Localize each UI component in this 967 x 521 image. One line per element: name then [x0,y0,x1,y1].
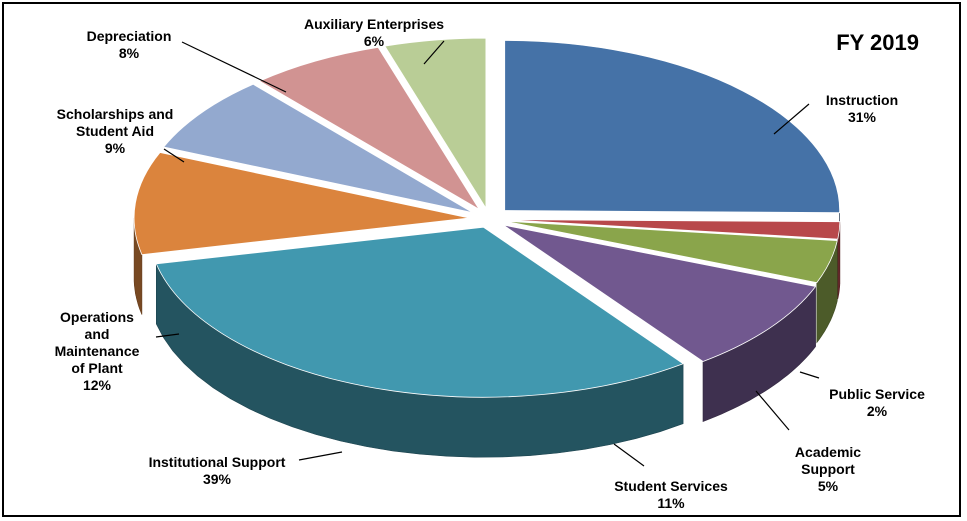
slice-label-5: Operations and Maintenance of Plant 12% [55,309,140,394]
slice-name-8-0: Auxiliary Enterprises [303,16,445,32]
slice-name-5-0: Operations [60,309,134,325]
pie-chart [133,37,841,467]
slice-pct-4: 39% [202,471,232,487]
slice-pct-7: 8% [118,45,140,61]
slice-pct-8: 6% [363,33,385,49]
leader-line-7 [181,41,287,93]
slice-4 [155,226,684,398]
slice-name-6-1: Student Aid [75,123,155,139]
slice-name-4-0: Institutional Support [148,454,286,470]
slice-label-0: Instruction 31% [826,92,898,126]
slice-pct-3: 11% [657,495,685,511]
leader-line-8 [423,40,445,65]
slice-8 [384,37,487,210]
slice-name-5-1: and [84,326,110,342]
slice-label-2: Academic Support 5% [795,444,861,495]
slice-name-0-0: Instruction [825,92,899,108]
slice-3 [503,224,817,362]
leader-line-3 [613,443,645,467]
slice-pct-1: 2% [866,403,888,419]
leader-line-2 [755,390,790,431]
slice-pct-0: 31% [847,109,877,125]
slice-0 [504,40,841,214]
leader-line-6 [163,148,185,163]
slice-pct-6: 9% [104,140,126,156]
chart-title: FY 2019 [836,30,919,55]
slice-pct-2: 5% [817,478,839,494]
slice-label-6: Scholarships and Student Aid 9% [57,106,174,157]
slice-5 [133,152,470,256]
slice-name-2-1: Support [801,461,855,477]
slice-name-3-0: Student Services [614,478,728,494]
leader-line-0 [773,103,810,135]
slice-name-5-2: Maintenance [54,343,140,359]
slice-6 [162,83,474,213]
slice-name-5-3: of Plant [71,360,123,376]
slice-name-6-0: Scholarships and [56,106,174,122]
slice-pct-5: 12% [82,377,112,393]
slice-label-8: Auxiliary Enterprises 6% [304,16,444,50]
leader-line-1 [799,371,820,379]
leader-line-5 [155,333,180,338]
slice-label-1: Public Service 2% [829,386,925,420]
leader-line-4 [298,451,343,461]
slice-name-2-0: Academic [794,444,862,460]
slice-label-4: Institutional Support 39% [149,454,286,488]
slice-2 [504,220,838,284]
slice-label-3: Student Services 11% [614,478,728,512]
slice-name-1-0: Public Service [829,386,925,402]
slice-1 [504,219,841,240]
slice-label-7: Depreciation 8% [87,28,172,62]
slice-name-7-0: Depreciation [86,28,172,44]
